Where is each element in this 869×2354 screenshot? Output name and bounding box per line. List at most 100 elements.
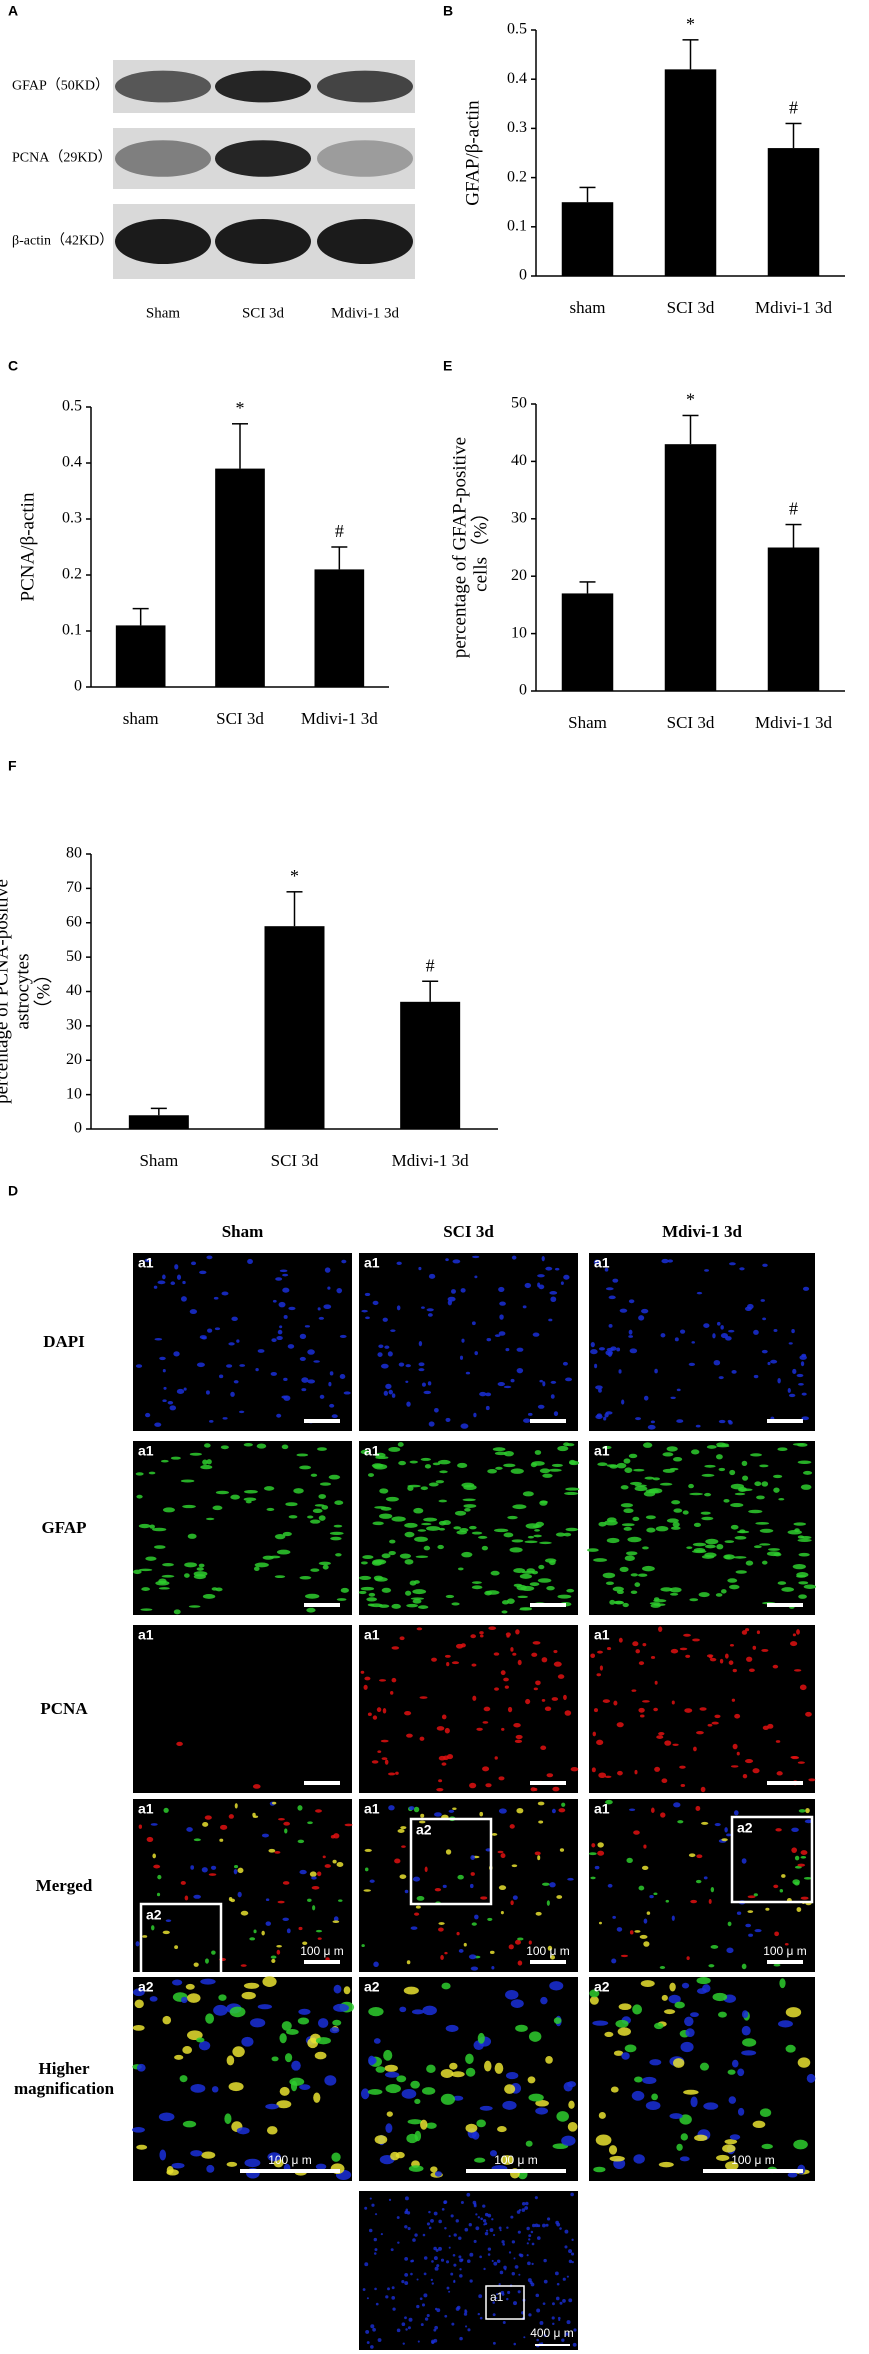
cell-signal — [690, 2012, 699, 2018]
cell-signal — [162, 1369, 166, 1373]
cell-signal — [388, 1446, 401, 1452]
zoom-tag: a2 — [416, 1822, 432, 1838]
lane-label: Sham — [146, 305, 181, 321]
cell-signal — [777, 2020, 793, 2028]
cell-signal — [180, 1479, 195, 1483]
cell-signal — [243, 1497, 257, 1502]
cell-signal — [539, 1541, 552, 1545]
cell-signal — [486, 1338, 492, 1342]
cell-signal — [513, 1722, 521, 1728]
cell-signal — [787, 2172, 798, 2178]
cell-signal — [605, 1799, 613, 1805]
cell-signal — [753, 1374, 759, 1379]
micrograph-panel — [133, 1253, 352, 1431]
cell-signal — [619, 1566, 629, 1572]
cell-signal — [773, 1474, 783, 1479]
cell-signal — [436, 2264, 440, 2268]
bar — [561, 593, 614, 691]
cell-signal — [421, 2087, 436, 2095]
cell-signal — [609, 1599, 616, 1605]
cell-signal — [508, 1944, 514, 1950]
cell-signal — [411, 2009, 424, 2015]
cell-signal — [230, 1391, 235, 1397]
cell-signal — [787, 1388, 791, 1393]
region-tag: a1 — [138, 1443, 154, 1459]
cell-signal — [284, 2053, 293, 2063]
cell-signal — [440, 2068, 454, 2078]
cell-signal — [200, 1464, 213, 1470]
cell-signal — [162, 1507, 175, 1513]
cell-signal — [152, 1853, 156, 1859]
cell-signal — [485, 1783, 492, 1788]
cell-signal — [430, 2218, 434, 2223]
cell-signal — [538, 1284, 545, 1290]
cell-signal — [364, 2262, 369, 2267]
cell-signal — [364, 1867, 369, 1872]
cell-signal — [775, 1740, 781, 1743]
cell-signal — [465, 2123, 478, 2133]
cell-signal — [420, 1486, 428, 1491]
cell-signal — [153, 1864, 161, 1869]
cell-signal — [444, 2314, 448, 2318]
cell-signal — [623, 1458, 631, 1464]
cell-signal — [182, 2046, 193, 2054]
cell-signal — [438, 2246, 442, 2251]
cell-signal — [376, 1707, 382, 1713]
cell-signal — [440, 1954, 444, 1961]
cell-signal — [561, 2135, 576, 2146]
cell-signal — [426, 2064, 436, 2074]
cell-signal — [419, 1696, 428, 1699]
micrograph-panel — [133, 1441, 352, 1615]
cell-signal — [666, 1446, 678, 1452]
cell-signal — [397, 1442, 404, 1447]
cell-signal — [398, 1362, 405, 1367]
cell-signal — [413, 1806, 420, 1813]
micrograph-panel — [359, 1253, 578, 1431]
cell-signal — [713, 1360, 721, 1366]
cell-signal — [566, 1588, 575, 1593]
cell-signal — [358, 1590, 367, 1595]
cell-signal — [550, 1380, 557, 1384]
cell-signal — [421, 1522, 432, 1526]
cell-signal — [730, 1503, 744, 1508]
cell-signal — [369, 2197, 372, 2200]
cell-signal — [141, 1587, 150, 1591]
cell-signal — [550, 1955, 556, 1960]
cell-signal — [653, 1707, 659, 1712]
cell-signal — [166, 2169, 179, 2176]
cell-signal — [276, 1413, 282, 1418]
cell-signal — [478, 2294, 483, 2299]
cell-signal — [410, 2272, 413, 2276]
cell-signal — [448, 2246, 451, 2249]
cell-signal — [360, 1670, 365, 1674]
cell-signal — [718, 1419, 726, 1424]
cell-signal — [430, 2278, 434, 2282]
cell-signal — [589, 1989, 600, 1998]
cell-signal — [207, 1328, 213, 1333]
cell-signal — [421, 1306, 425, 1309]
cell-signal — [414, 1536, 428, 1542]
cell-signal — [631, 2090, 645, 2101]
cell-signal — [731, 2059, 739, 2068]
cell-signal — [660, 1812, 666, 1818]
cell-signal — [416, 2304, 420, 2309]
cell-signal — [428, 1273, 436, 1279]
significance-mark: * — [236, 398, 245, 418]
cell-signal — [279, 2086, 290, 2096]
cell-signal — [527, 2261, 531, 2266]
cell-signal — [133, 1988, 145, 1997]
cell-signal — [145, 1556, 157, 1561]
cell-signal — [649, 1602, 660, 1605]
cell-signal — [239, 1364, 246, 1367]
cell-signal — [674, 1337, 679, 1342]
cell-signal — [511, 2240, 516, 2244]
cell-signal — [798, 1383, 804, 1386]
cell-signal — [720, 1325, 724, 1330]
cell-signal — [528, 1940, 532, 1945]
cell-signal — [517, 1595, 528, 1599]
cell-signal — [282, 1917, 289, 1922]
cell-signal — [727, 1419, 732, 1423]
cell-signal — [299, 2084, 311, 2091]
cell-signal — [602, 1572, 616, 1579]
cell-signal — [257, 1349, 265, 1353]
